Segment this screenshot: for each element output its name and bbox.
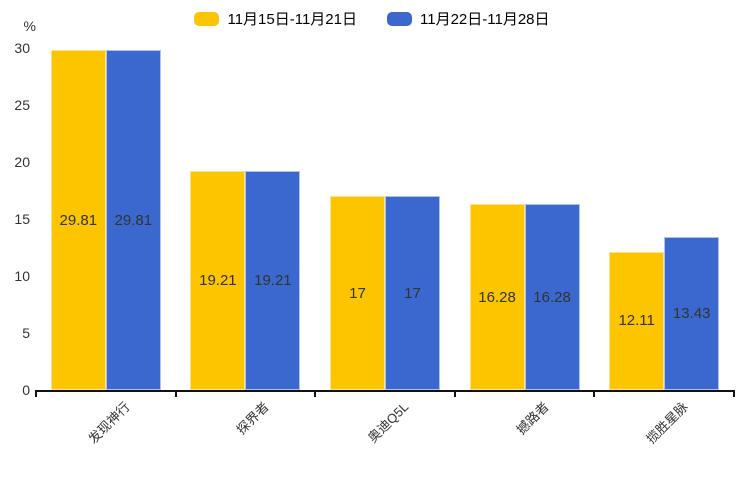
bar-value-label: 17	[404, 284, 421, 302]
bar-series1[interactable]: 12.11	[609, 251, 665, 390]
bar-series2[interactable]: 17	[384, 196, 440, 390]
x-axis-tick	[733, 390, 735, 397]
bar-value-label: 29.81	[59, 211, 98, 229]
y-axis-tick-label: 0	[22, 382, 30, 398]
bar-series2[interactable]: 16.28	[524, 204, 580, 390]
bar-series1[interactable]: 17	[329, 196, 385, 390]
x-axis-tick	[593, 390, 596, 397]
y-axis-tick-label: 10	[14, 268, 30, 284]
bar-value-label: 16.28	[533, 288, 571, 306]
legend-label-series2: 11月22日-11月28日	[420, 11, 550, 28]
x-axis-label: 揽胜星脉	[643, 399, 691, 447]
bar-group: 17 17	[315, 48, 455, 390]
legend-swatch-series1	[194, 11, 220, 26]
y-axis-unit-label: %	[23, 18, 36, 34]
y-axis-tick-label: 20	[14, 154, 30, 170]
bar-series1[interactable]: 19.21	[190, 171, 246, 390]
x-axis-label: 探界者	[233, 399, 273, 438]
y-axis-tick-label: 15	[14, 211, 30, 227]
x-axis-label: 奥迪Q5L	[365, 399, 412, 446]
plot-area: 29.81 29.81 19.21 19.21 17 17 16.28 16.28 12.11 1…	[36, 48, 734, 392]
bar-group: 29.81 29.81	[36, 48, 176, 390]
bar-group: 19.21 19.21	[176, 48, 316, 390]
y-axis-tick-label: 25	[14, 97, 30, 113]
legend-item-series1[interactable]: 11月15日-11月21日	[194, 8, 357, 29]
bar-group: 16.28 16.28	[455, 48, 595, 390]
x-axis-tick	[453, 390, 456, 397]
bar-value-label: 12.11	[618, 312, 655, 330]
x-axis-label: 撼路者	[513, 399, 552, 438]
legend-item-series2[interactable]: 11月22日-11月28日	[387, 8, 550, 29]
x-axis-tick	[314, 390, 317, 397]
legend: 11月15日-11月21日 11月22日-11月28日	[0, 8, 744, 29]
x-axis-label: 发现神行	[85, 399, 133, 447]
bar-series2[interactable]: 29.81	[105, 50, 161, 390]
bar-value-label: 19.21	[254, 272, 292, 289]
bar-value-label: 29.81	[114, 211, 153, 229]
bar-series2[interactable]: 19.21	[245, 171, 301, 390]
bar-value-label: 19.21	[199, 272, 237, 289]
bar-series2[interactable]: 13.43	[664, 236, 720, 390]
bar-value-label: 13.43	[672, 304, 711, 322]
legend-swatch-series2	[387, 11, 412, 26]
y-axis-tick-label: 5	[22, 325, 30, 341]
x-axis-tick	[174, 390, 177, 397]
bar-series1[interactable]: 16.28	[469, 204, 525, 390]
bar-group: 12.11 13.43	[594, 48, 734, 390]
bar-value-label: 16.28	[478, 288, 516, 306]
y-axis-tick-label: 30	[14, 40, 30, 56]
legend-label-series1: 11月15日-11月21日	[227, 11, 357, 28]
bar-value-label: 17	[349, 284, 366, 302]
x-axis-tick	[35, 390, 37, 397]
bar-series1[interactable]: 29.81	[50, 50, 106, 390]
